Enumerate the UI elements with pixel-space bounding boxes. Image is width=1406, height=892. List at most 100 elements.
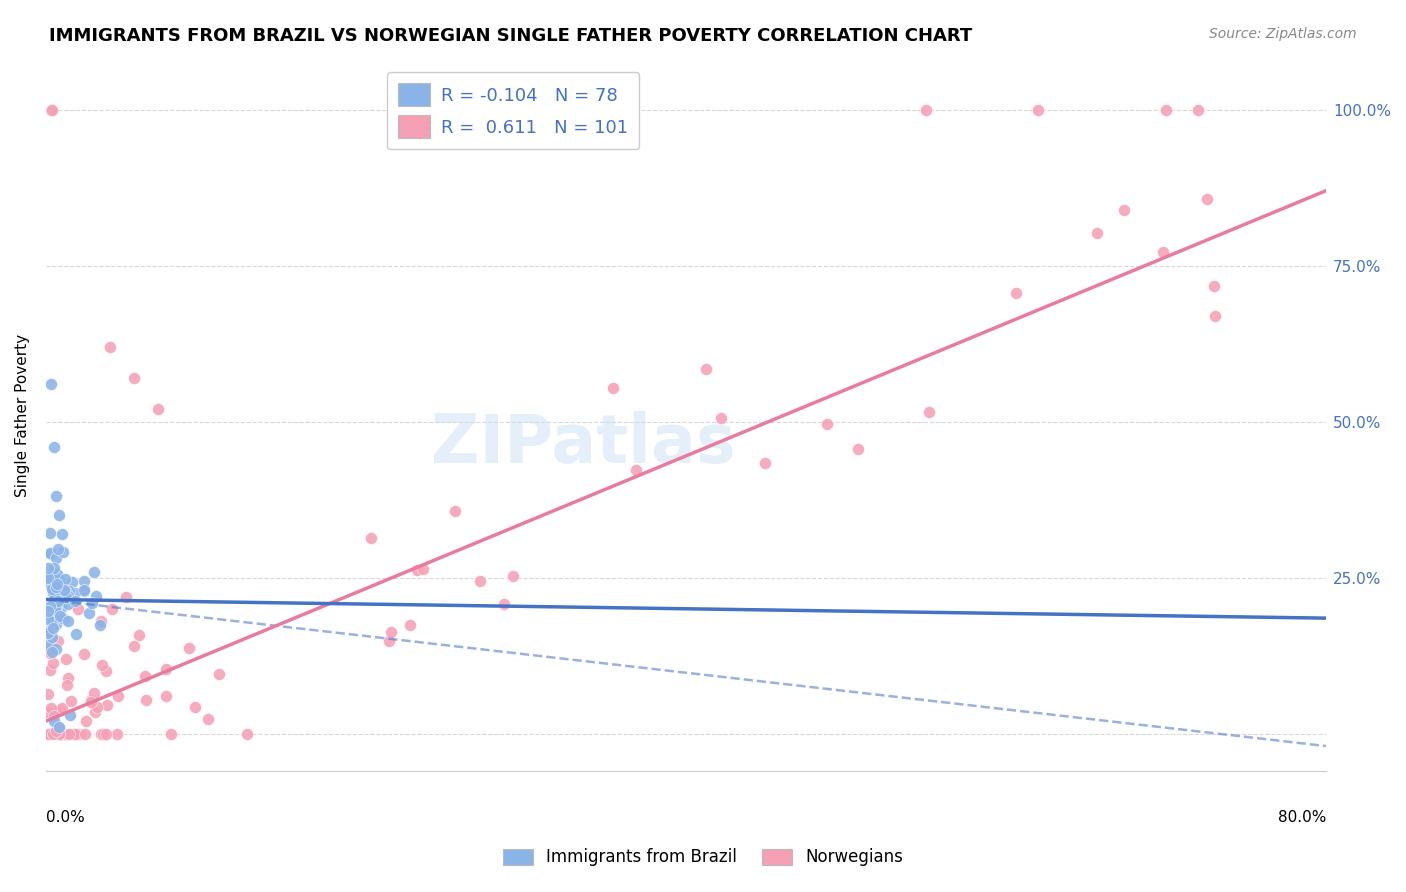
Point bbox=[37, 639, 59, 653]
Point bbox=[45, 724, 67, 739]
Point bbox=[48, 720, 70, 734]
Point bbox=[55, 652, 77, 666]
Point bbox=[94, 664, 117, 678]
Point bbox=[89, 618, 111, 632]
Point bbox=[46, 634, 69, 648]
Point bbox=[56, 678, 79, 692]
Point bbox=[468, 574, 491, 588]
Point bbox=[815, 417, 838, 431]
Point bbox=[55, 590, 77, 604]
Point bbox=[1154, 103, 1177, 117]
Point bbox=[42, 599, 65, 614]
Point bbox=[917, 405, 939, 419]
Point bbox=[44, 602, 66, 616]
Point bbox=[65, 594, 87, 608]
Point bbox=[55, 585, 77, 599]
Point bbox=[51, 611, 73, 625]
Point bbox=[44, 590, 66, 604]
Point bbox=[53, 583, 76, 598]
Point bbox=[42, 596, 65, 610]
Y-axis label: Single Father Poverty: Single Father Poverty bbox=[15, 334, 30, 497]
Point bbox=[46, 591, 69, 606]
Point bbox=[377, 634, 399, 648]
Point bbox=[45, 566, 67, 581]
Point bbox=[443, 504, 465, 518]
Point bbox=[602, 381, 624, 395]
Point bbox=[48, 578, 70, 592]
Point bbox=[41, 103, 63, 117]
Point bbox=[59, 693, 82, 707]
Point bbox=[380, 625, 402, 640]
Point bbox=[56, 614, 79, 628]
Point bbox=[45, 592, 67, 607]
Point bbox=[52, 726, 75, 740]
Point bbox=[48, 726, 70, 740]
Point bbox=[73, 726, 96, 740]
Point bbox=[63, 726, 86, 740]
Point bbox=[52, 612, 75, 626]
Point bbox=[39, 103, 62, 117]
Point bbox=[56, 589, 79, 603]
Point bbox=[38, 726, 60, 740]
Point bbox=[37, 726, 59, 740]
Point bbox=[37, 705, 59, 719]
Point bbox=[60, 574, 83, 589]
Point bbox=[51, 700, 73, 714]
Point bbox=[45, 604, 67, 618]
Point bbox=[398, 618, 420, 632]
Point bbox=[38, 726, 60, 740]
Point bbox=[75, 714, 97, 728]
Point bbox=[412, 562, 434, 576]
Point bbox=[45, 577, 67, 591]
Point bbox=[184, 699, 207, 714]
Point bbox=[42, 714, 65, 728]
Point bbox=[41, 582, 63, 596]
Point bbox=[160, 726, 183, 740]
Point bbox=[38, 647, 60, 661]
Point bbox=[42, 585, 65, 599]
Point bbox=[146, 402, 169, 417]
Point bbox=[37, 571, 59, 585]
Point bbox=[73, 647, 96, 661]
Point bbox=[65, 726, 87, 740]
Point bbox=[101, 602, 124, 616]
Point bbox=[39, 599, 62, 614]
Point bbox=[86, 699, 108, 714]
Point bbox=[37, 626, 59, 640]
Point bbox=[53, 572, 76, 586]
Text: 0.0%: 0.0% bbox=[46, 810, 84, 825]
Point bbox=[58, 671, 80, 685]
Legend: R = -0.104   N = 78, R =  0.611   N = 101: R = -0.104 N = 78, R = 0.611 N = 101 bbox=[387, 72, 640, 149]
Point bbox=[46, 593, 69, 607]
Point bbox=[37, 726, 59, 740]
Point bbox=[49, 703, 72, 717]
Point bbox=[45, 490, 67, 504]
Point bbox=[1026, 103, 1049, 117]
Point bbox=[42, 440, 65, 454]
Point bbox=[94, 726, 117, 740]
Point bbox=[98, 340, 121, 354]
Point bbox=[45, 616, 67, 631]
Point bbox=[626, 463, 648, 477]
Point bbox=[39, 546, 62, 560]
Point bbox=[48, 573, 70, 587]
Point bbox=[38, 624, 60, 638]
Point bbox=[695, 362, 717, 376]
Point bbox=[65, 627, 87, 641]
Point bbox=[44, 601, 66, 615]
Point bbox=[1204, 309, 1226, 323]
Point bbox=[73, 583, 96, 598]
Point bbox=[90, 726, 112, 740]
Point bbox=[39, 606, 62, 620]
Point bbox=[37, 570, 59, 584]
Point bbox=[46, 597, 69, 611]
Point bbox=[38, 640, 60, 655]
Point bbox=[41, 622, 63, 636]
Point bbox=[48, 508, 70, 523]
Point bbox=[846, 442, 869, 456]
Point bbox=[59, 707, 82, 722]
Point bbox=[1187, 103, 1209, 117]
Point bbox=[134, 669, 156, 683]
Text: Source: ZipAtlas.com: Source: ZipAtlas.com bbox=[1209, 27, 1357, 41]
Point bbox=[42, 615, 65, 629]
